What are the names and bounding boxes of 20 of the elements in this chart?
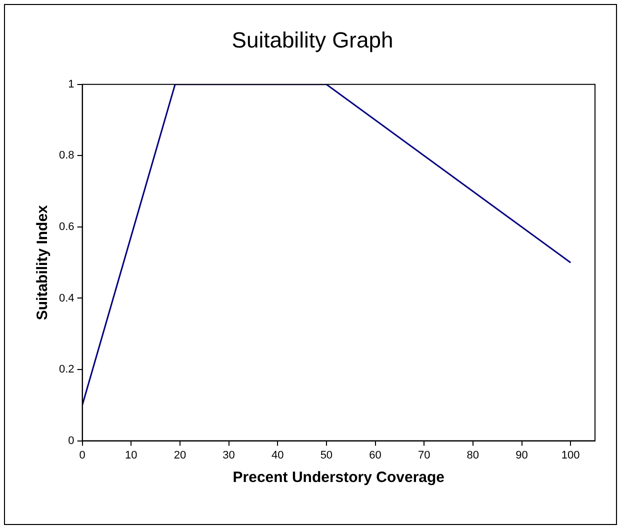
x-tick-label: 90	[516, 449, 528, 462]
chart-title: Suitability Graph	[232, 27, 394, 52]
y-tick-label: 0	[68, 434, 74, 447]
x-tick-label: 50	[320, 449, 333, 462]
y-tick-label: 0.4	[58, 292, 74, 304]
y-tick-label: 0.6	[58, 220, 74, 233]
x-tick-label: 10	[124, 449, 138, 462]
x-tick-label: 60	[369, 449, 382, 462]
x-tick-label: 80	[466, 449, 480, 462]
x-tick-label: 70	[418, 449, 430, 462]
x-tick-label: 100	[561, 449, 580, 462]
y-tick-label: 1	[68, 78, 74, 90]
x-tick-label: 40	[271, 449, 284, 462]
y-tick-label: 0.2	[58, 364, 74, 376]
x-tick-label: 0	[79, 449, 86, 462]
y-tick-label: 0.8	[58, 150, 74, 162]
x-axis-title: Precent Understory Coverage	[232, 469, 445, 486]
x-tick-label: 30	[222, 449, 235, 462]
x-tick-label: 20	[174, 449, 186, 462]
y-axis-title: Suitability Index	[34, 204, 52, 320]
